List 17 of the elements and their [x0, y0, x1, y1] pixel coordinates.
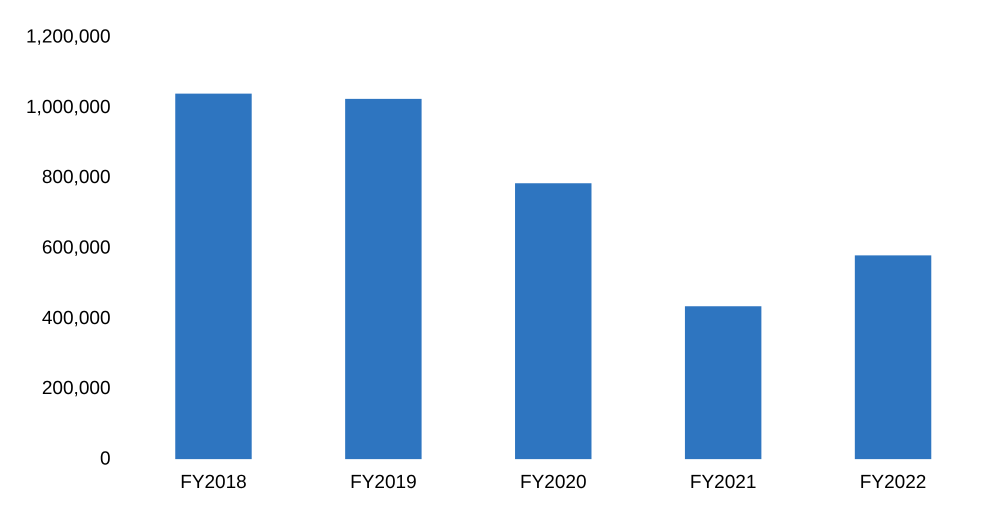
- x-tick-label: FY2022: [860, 472, 926, 493]
- y-tick-label: 800,000: [42, 167, 111, 188]
- x-tick-label: FY2021: [690, 472, 756, 493]
- bar: [854, 255, 932, 460]
- bar: [345, 98, 422, 460]
- y-tick-label: 1,200,000: [26, 26, 111, 48]
- x-tick-label: FY2020: [520, 472, 587, 493]
- x-tick-label: FY2018: [180, 472, 247, 493]
- y-tick-label: 400,000: [42, 308, 111, 329]
- y-tick-label: 1,000,000: [26, 96, 111, 118]
- x-tick-label: FY2019: [350, 472, 417, 493]
- y-tick-label: 600,000: [42, 238, 111, 259]
- bar: [684, 306, 762, 460]
- y-tick-label: 200,000: [42, 378, 111, 400]
- bar: [515, 183, 592, 460]
- y-tick-label: 0: [100, 448, 111, 470]
- bar: [175, 94, 252, 460]
